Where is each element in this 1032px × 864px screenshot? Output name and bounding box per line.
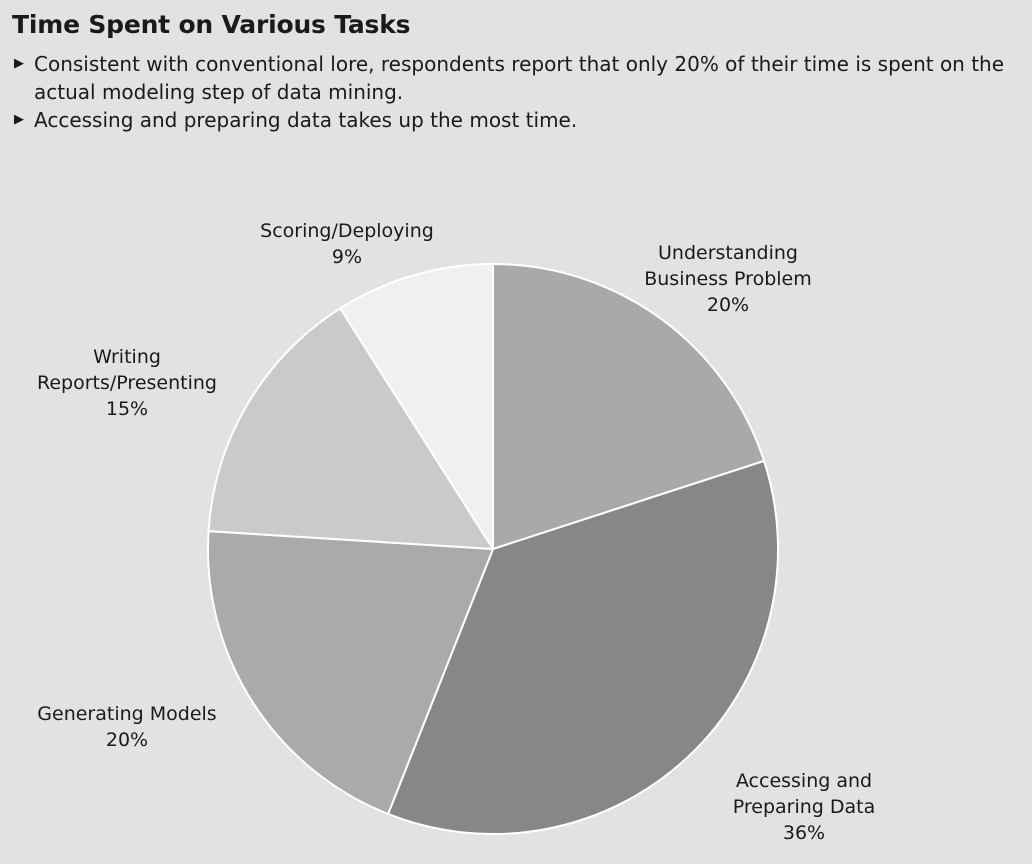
pie-slices xyxy=(207,263,779,835)
page-title: Time Spent on Various Tasks xyxy=(12,10,411,39)
bullet-text: Accessing and preparing data takes up th… xyxy=(34,108,578,132)
slice-value-label: 20% xyxy=(707,294,749,316)
slice-label: Generating Models 20% xyxy=(37,703,216,751)
slice-name-label: Understanding xyxy=(658,242,798,264)
slice-value-label: 20% xyxy=(106,729,148,751)
pie-slice xyxy=(339,263,494,550)
slice-name-label: Accessing and xyxy=(736,770,872,792)
bullet-item: ▶ Consistent with conventional lore, res… xyxy=(12,50,1017,106)
slice-label: Writing Reports/Presenting 15% xyxy=(37,346,217,420)
pie-slice xyxy=(207,530,494,815)
slice-label: Understanding Business Problem 20% xyxy=(644,242,812,316)
slice-label: Accessing and Preparing Data 36% xyxy=(733,770,876,844)
slice-name-label: Scoring/Deploying xyxy=(260,220,434,242)
bullet-list: ▶ Consistent with conventional lore, res… xyxy=(12,50,1017,134)
slice-name-label: Business Problem xyxy=(644,268,812,290)
slice-name-label: Preparing Data xyxy=(733,796,876,818)
slice-label: Scoring/Deploying 9% xyxy=(260,220,434,268)
bullet-triangle-icon: ▶ xyxy=(14,56,24,71)
slice-name-label: Reports/Presenting xyxy=(37,372,217,394)
bullet-triangle-icon: ▶ xyxy=(14,112,24,127)
slice-value-label: 9% xyxy=(332,246,362,268)
bullet-item: ▶ Accessing and preparing data takes up … xyxy=(12,106,1017,134)
pie-slice xyxy=(207,307,494,550)
slice-value-label: 15% xyxy=(106,398,148,420)
pie-labels: Understanding Business Problem 20% Accessin… xyxy=(37,220,875,844)
bullet-text: Consistent with conventional lore, respo… xyxy=(34,52,1005,104)
pie-slice xyxy=(492,263,766,550)
slice-name-label: Writing xyxy=(93,346,161,368)
slice-value-label: 36% xyxy=(783,822,825,844)
pie-slice xyxy=(387,459,779,835)
slice-name-label: Generating Models xyxy=(37,703,216,725)
